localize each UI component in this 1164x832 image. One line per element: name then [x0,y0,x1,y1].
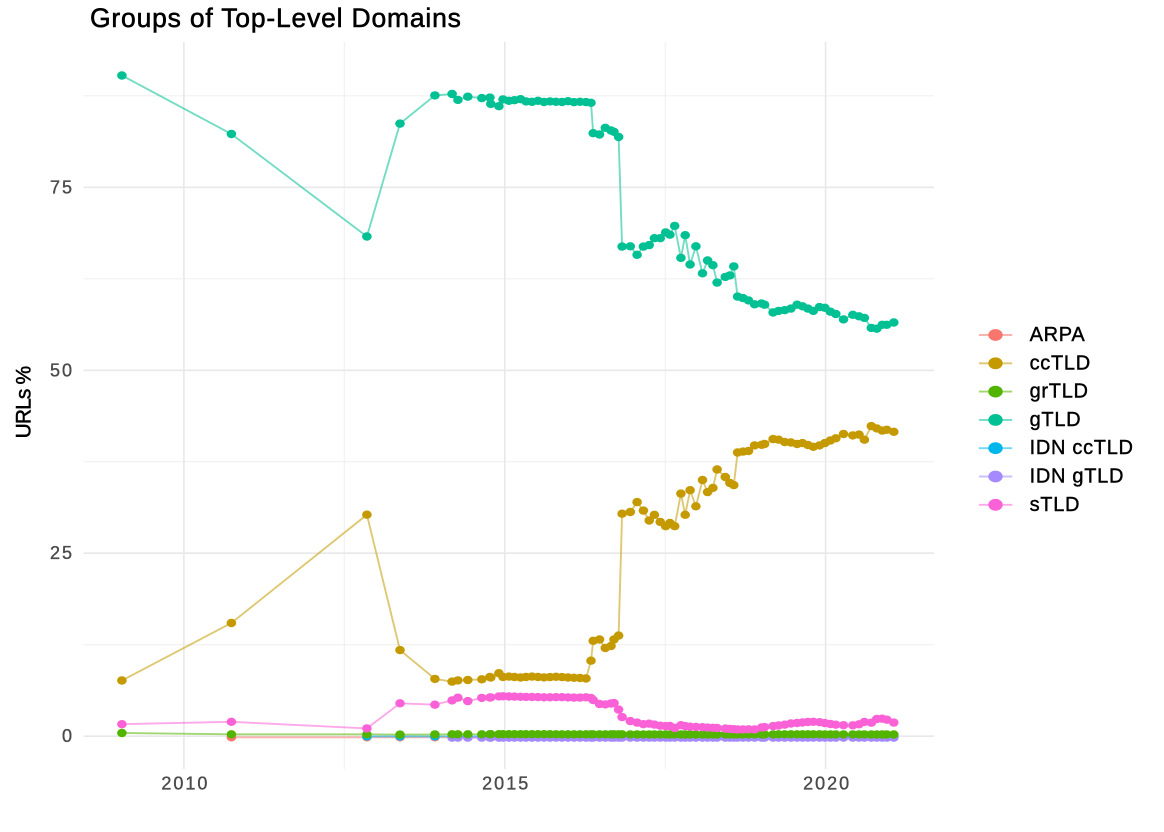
svg-text:sTLD: sTLD [1030,494,1081,516]
svg-text:gTLD: gTLD [1030,409,1082,431]
svg-text:2015: 2015 [482,774,530,794]
svg-text:2020: 2020 [803,774,851,794]
svg-text:Groups of Top-Level Domains: Groups of Top-Level Domains [90,3,462,33]
svg-text:50: 50 [50,360,74,380]
svg-text:2010: 2010 [161,774,209,794]
svg-text:URLs %: URLs % [12,367,35,439]
svg-text:ARPA: ARPA [1030,324,1086,346]
svg-text:25: 25 [50,543,74,563]
svg-text:grTLD: grTLD [1030,381,1089,403]
svg-text:ccTLD: ccTLD [1030,352,1091,374]
svg-text:75: 75 [50,177,74,197]
svg-text:0: 0 [62,726,74,746]
svg-text:IDN gTLD: IDN gTLD [1030,466,1125,488]
svg-text:IDN ccTLD: IDN ccTLD [1030,437,1134,459]
